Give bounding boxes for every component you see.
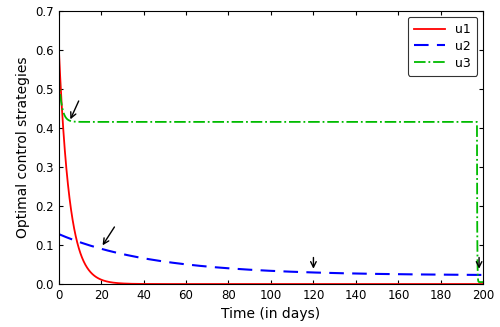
u2 [426,273,432,277]
u3 [237,120,243,124]
Line: u3: u3 [58,75,484,282]
Line: u1: u1 [58,44,484,284]
u2 [237,267,243,271]
u3 [56,73,62,77]
u1 [472,282,478,286]
u3 [129,120,135,124]
u1 [426,282,432,286]
u3 [104,120,110,124]
u3 [426,120,432,124]
Y-axis label: Optimal control strategies: Optimal control strategies [16,57,30,238]
u2 [129,254,135,258]
u2 [104,249,110,252]
u1 [104,280,110,284]
u3 [480,280,486,284]
u1 [237,282,243,286]
Line: u2: u2 [58,234,484,275]
u2 [472,273,478,277]
u1 [129,282,135,286]
u2 [218,266,224,270]
u3 [218,120,224,124]
u2 [480,273,486,277]
u1 [480,282,486,286]
u1 [56,42,62,46]
u2 [56,232,62,236]
u1 [218,282,224,286]
Legend: u1, u2, u3: u1, u2, u3 [408,17,477,76]
X-axis label: Time (in days): Time (in days) [222,307,320,321]
u3 [472,120,478,124]
